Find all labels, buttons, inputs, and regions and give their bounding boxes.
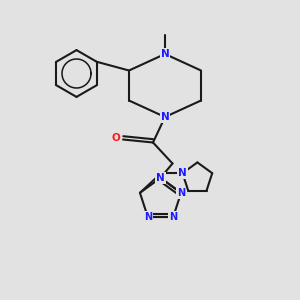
Text: N: N [160, 112, 169, 122]
Text: N: N [177, 188, 185, 198]
Text: N: N [169, 212, 177, 222]
Text: O: O [111, 133, 120, 143]
Text: N: N [160, 49, 169, 59]
Text: N: N [156, 173, 165, 183]
Text: N: N [144, 212, 152, 222]
Text: N: N [178, 168, 187, 178]
